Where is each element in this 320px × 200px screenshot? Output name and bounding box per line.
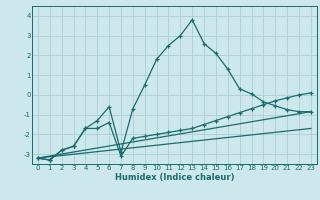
X-axis label: Humidex (Indice chaleur): Humidex (Indice chaleur) [115,173,234,182]
